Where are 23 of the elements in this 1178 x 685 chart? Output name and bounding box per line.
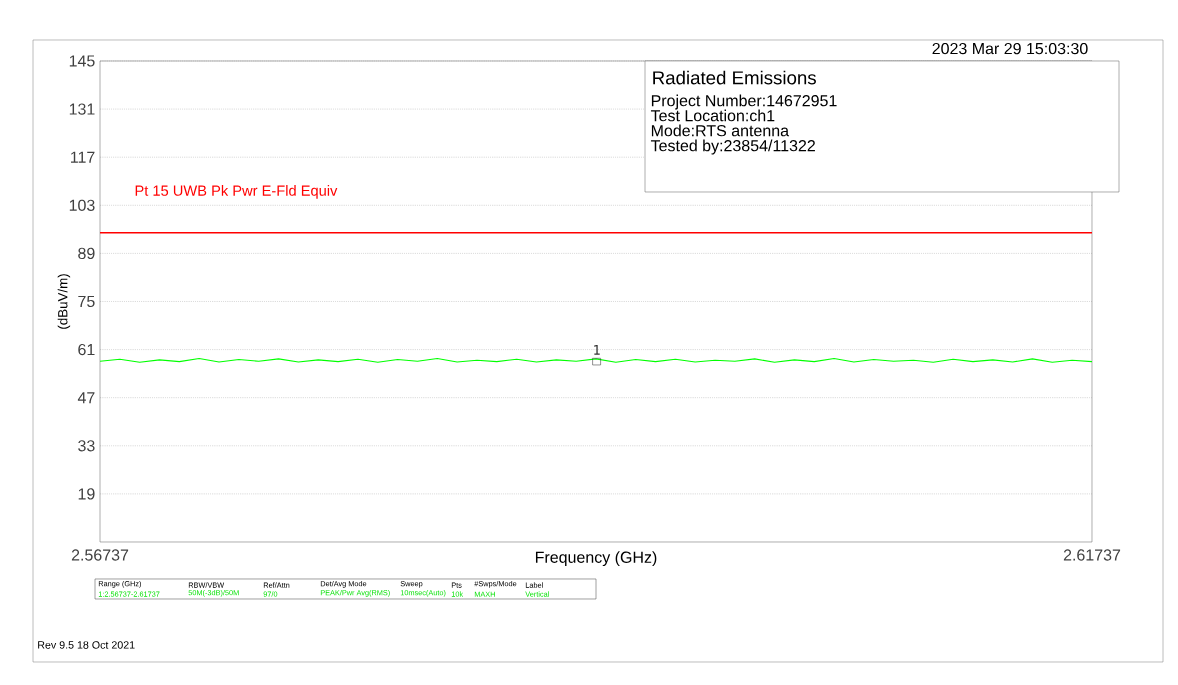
annotation: Tested by:23854/11322 xyxy=(650,139,815,155)
text: Rev 9.5 18 Oct 2021 xyxy=(38,641,135,649)
ref-line-label: Pt 15 UWB Pk Pwr E-Fld Equiv xyxy=(135,185,338,199)
x-axis-title: Frequency (GHz) xyxy=(535,551,657,567)
annotation: Test Location:ch1 xyxy=(650,109,775,122)
y-tick-label: 33 xyxy=(78,440,95,452)
y-tick-label: 131 xyxy=(69,103,95,115)
text: 2023 Mar 29 15:03:30 xyxy=(932,42,1088,55)
y-tick-label: 145 xyxy=(69,55,95,67)
y-tick-label: 19 xyxy=(78,488,95,500)
annotation: Radiated Emissions xyxy=(653,70,816,85)
y-tick-label: 47 xyxy=(77,392,95,404)
y-tick-label: 117 xyxy=(71,151,95,163)
x-tick-label: 2.61737 xyxy=(1063,549,1121,561)
annotation: Mode:RTS antenna xyxy=(651,124,790,137)
y-tick-label: 89 xyxy=(78,247,95,260)
y-tick-label: 75 xyxy=(78,295,95,308)
x-tick-label: 2.56737 xyxy=(71,549,129,561)
y-tick-label: 103 xyxy=(69,199,95,211)
annotation: 1 xyxy=(594,344,600,355)
y-axis-title: (dBuV/m) xyxy=(57,274,71,329)
y-tick-label: 61 xyxy=(78,343,95,356)
annotation: Project Number:14672951 xyxy=(651,94,837,110)
